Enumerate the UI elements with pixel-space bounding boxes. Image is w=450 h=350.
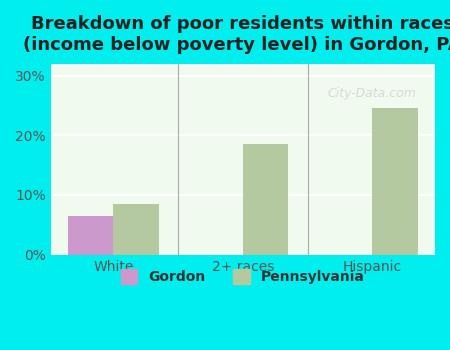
Bar	[113, 204, 159, 255]
Bar	[372, 108, 418, 255]
Title: Breakdown of poor residents within races
(income below poverty level) in Gordon,: Breakdown of poor residents within races…	[23, 15, 450, 54]
Bar	[243, 144, 288, 255]
Legend: Gordon, Pennsylvania: Gordon, Pennsylvania	[115, 264, 371, 290]
Text: City-Data.com: City-Data.com	[327, 86, 416, 100]
Bar	[68, 216, 113, 255]
